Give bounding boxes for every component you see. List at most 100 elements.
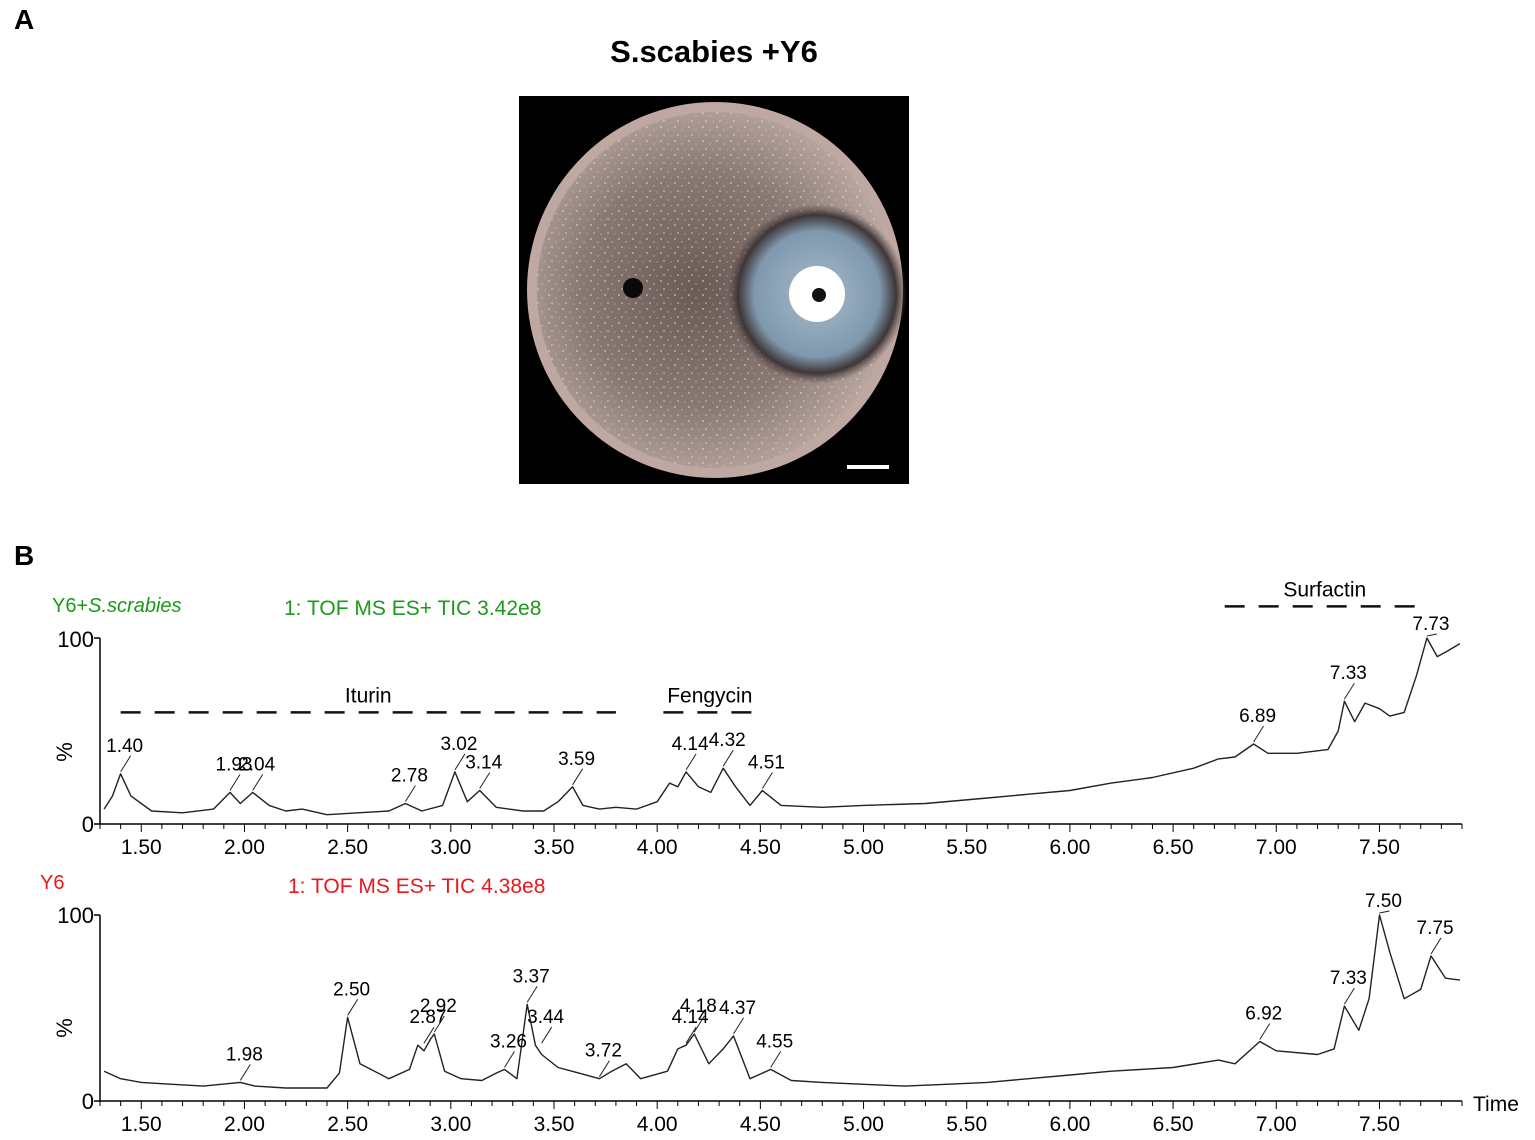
treated-annotation-label: Iturin — [345, 684, 392, 707]
control-peak-label: 4.18 — [680, 996, 717, 1017]
petri-dish-photo — [519, 96, 909, 484]
treated-xtick-label: 5.00 — [843, 836, 884, 859]
control-plot-area: 1.50 2.00 2.50 3.00 3.50 4.00 4.50 5.00 5.50 6.00… — [94, 891, 1463, 1136]
treated-plot-area: 1.50 2.00 2.50 3.00 3.50 4.00 4.50 5.00 5.50 6.00… — [94, 578, 1463, 859]
control-xtick-label: 2.50 — [327, 1113, 368, 1136]
treated-xtick-label: 2.00 — [224, 836, 265, 859]
control-xtick-label: 2.00 — [224, 1113, 265, 1136]
control-xtick-label: 6.50 — [1153, 1113, 1194, 1136]
control-peak-leader — [433, 1015, 445, 1033]
control-xtick-label: 6.00 — [1049, 1113, 1090, 1136]
control-peak-leader — [1379, 910, 1390, 914]
treated-xtick-label: 4.00 — [637, 836, 678, 859]
treated-xtick-label: 3.50 — [534, 836, 575, 859]
panel-a-label: A — [14, 4, 35, 35]
control-xtick-label: 7.00 — [1256, 1113, 1297, 1136]
treated-peak-label: 6.89 — [1239, 706, 1276, 727]
control-peak-leader — [693, 1015, 705, 1033]
control-ytick-100: 100 — [57, 903, 94, 928]
control-ytick-0: 0 — [82, 1089, 94, 1114]
treated-xtick-label: 5.50 — [946, 836, 987, 859]
treated-peak-label: 3.59 — [558, 749, 595, 770]
control-peak-label: 3.37 — [513, 966, 550, 987]
treated-xtick-label: 3.00 — [430, 836, 471, 859]
control-peak-label: 2.92 — [420, 996, 457, 1017]
treated-peak-leader — [722, 749, 734, 767]
panel-b-label: B — [14, 540, 35, 571]
control-peak-leader — [526, 986, 538, 1003]
control-peak-leader — [1343, 987, 1355, 1005]
treated-peak-leader — [479, 772, 491, 789]
treated-peak-label: 3.02 — [440, 734, 477, 755]
treated-peak-leader — [572, 768, 583, 786]
control-peak-leader — [423, 1026, 435, 1044]
treated-peak-leader — [1343, 682, 1355, 700]
treated-peak-leader — [252, 774, 264, 791]
control-peak-label: 7.33 — [1330, 968, 1367, 989]
control-peak-leader — [239, 1064, 251, 1081]
control-peak-leader — [598, 1060, 610, 1077]
control-peak-leader — [1430, 937, 1442, 955]
treated-peak-label: 3.14 — [465, 753, 502, 774]
treated-tic-trace — [103, 637, 1461, 816]
control-tic-trace — [103, 914, 1460, 1089]
treated-tic-header: 1: TOF MS ES+ TIC 3.42e8 — [284, 597, 541, 620]
chromatogram-control: Y6 1: TOF MS ES+ TIC 4.38e8 100 0 % Time… — [40, 872, 1519, 1136]
control-peak-label: 7.50 — [1365, 891, 1402, 912]
control-xtick-label: 4.00 — [637, 1113, 678, 1136]
treated-peak-leader — [120, 755, 132, 773]
treated-xtick-label: 1.50 — [121, 836, 162, 859]
control-peak-leader — [770, 1051, 782, 1068]
chromatogram-treated: Y6+S.scrabies 1: TOF MS ES+ TIC 3.42e8 1… — [52, 578, 1463, 859]
control-ylabel: % — [52, 1018, 77, 1038]
control-peak-label: 3.72 — [585, 1041, 622, 1062]
treated-peak-leader — [685, 753, 697, 771]
treated-peak-label: 4.14 — [672, 734, 709, 755]
treated-peak-leader — [762, 772, 773, 789]
treated-xtick-label: 7.50 — [1359, 836, 1400, 859]
chromatogram-panel: Y6+S.scrabies 1: TOF MS ES+ TIC 3.42e8 1… — [40, 578, 1519, 1136]
treated-peak-label: 4.51 — [748, 753, 785, 774]
control-peak-leader — [733, 1017, 744, 1035]
treated-peak-label: 7.73 — [1412, 614, 1449, 635]
control-peak-label: 1.98 — [226, 1044, 263, 1065]
treated-peak-label: 4.32 — [709, 730, 746, 751]
treated-peak-label: 7.33 — [1330, 663, 1367, 684]
plate-title: S.scabies +Y6 — [610, 34, 818, 69]
control-xtick-label: 5.00 — [843, 1113, 884, 1136]
control-peak-leader — [685, 1026, 697, 1044]
treated-annotation-label: Fengycin — [667, 684, 752, 707]
control-xtick-label: 4.50 — [740, 1113, 781, 1136]
treated-xtick-label: 7.00 — [1256, 836, 1297, 859]
control-peak-leader — [347, 999, 359, 1016]
control-peak-label: 2.87 — [409, 1007, 446, 1028]
treated-xtick-label: 4.50 — [740, 836, 781, 859]
treated-ytick-0: 0 — [82, 812, 94, 837]
treated-xtick-label: 6.50 — [1153, 836, 1194, 859]
control-peak-leader — [541, 1026, 553, 1044]
control-peak-leader — [1259, 1023, 1271, 1040]
treated-peak-leader — [1426, 633, 1438, 637]
treated-peak-leader — [229, 774, 241, 791]
control-xtick-label: 3.50 — [534, 1113, 575, 1136]
treated-xtick-label: 2.50 — [327, 836, 368, 859]
treated-peak-label: 2.78 — [391, 766, 428, 787]
treated-annotation-label: Surfactin — [1283, 578, 1366, 601]
treated-ytick-100: 100 — [57, 627, 94, 652]
control-peak-leader — [504, 1051, 515, 1068]
control-sample-label: Y6 — [40, 872, 64, 894]
control-peak-label: 2.50 — [333, 979, 370, 1000]
treated-peak-label: 2.04 — [238, 754, 275, 775]
control-peak-label: 4.37 — [719, 998, 756, 1019]
control-peak-label: 4.55 — [756, 1031, 793, 1052]
treated-sample-label: Y6+S.scrabies — [52, 595, 182, 617]
treated-peak-leader — [1253, 725, 1264, 743]
control-peak-label: 6.92 — [1245, 1003, 1282, 1024]
treated-peak-leader — [454, 753, 466, 771]
control-xtick-label: 3.00 — [430, 1113, 471, 1136]
treated-ylabel: % — [52, 742, 77, 762]
control-peak-label: 3.44 — [527, 1007, 564, 1028]
treated-peak-label: 1.40 — [106, 736, 143, 757]
control-peak-label: 7.75 — [1417, 918, 1454, 939]
control-xtick-label: 7.50 — [1359, 1113, 1400, 1136]
